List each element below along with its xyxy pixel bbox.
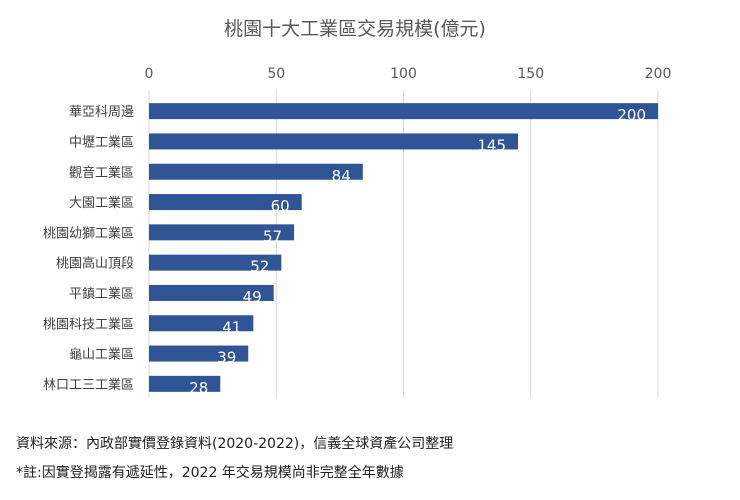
bar (149, 315, 254, 332)
category-label: 桃園幼獅工業區 (43, 225, 134, 241)
x-tick-label: 50 (267, 66, 285, 82)
x-tick-label: 0 (145, 66, 154, 82)
category-label: 桃園科技工業區 (43, 316, 134, 332)
bar (149, 345, 249, 362)
chart-title: 桃園十大工業區交易規模(億元) (224, 18, 486, 40)
data-label: 52 (250, 258, 269, 276)
category-label: 觀音工業區 (69, 165, 134, 181)
category-label: 平鎮工業區 (69, 286, 134, 302)
category-label: 大園工業區 (69, 195, 134, 211)
bar (149, 375, 221, 392)
bar (149, 254, 282, 271)
category-label: 華亞科周邊 (69, 105, 134, 120)
category-label: 林口工三工業區 (43, 377, 134, 393)
bar (149, 163, 363, 180)
bar (149, 133, 519, 150)
data-label: 84 (332, 167, 351, 185)
category-label: 中壢工業區 (69, 134, 134, 150)
data-label: 200 (617, 106, 646, 124)
bar (149, 224, 295, 241)
data-label: 60 (271, 197, 290, 215)
x-tick-label: 200 (645, 66, 672, 82)
bar (149, 284, 274, 301)
data-label: 57 (263, 227, 282, 245)
bar-chart: 0 50 100 150 200 華亞科周邊 200 中壢工業區 145 觀音工業區 84 大園工業區… (43, 66, 672, 398)
data-label: 41 (222, 318, 241, 336)
data-label: 49 (243, 288, 262, 306)
x-tick-label: 100 (390, 66, 417, 82)
data-label: 145 (477, 136, 506, 154)
category-label: 桃園高山頂段 (56, 256, 134, 272)
data-label: 39 (217, 349, 236, 367)
category-label: 龜山工業區 (69, 347, 134, 363)
bar (149, 194, 302, 211)
x-tick-label: 150 (517, 66, 544, 82)
data-label: 28 (189, 379, 208, 397)
source-note: 資料來源：內政部實價登錄資料(2020-2022)，信義全球資產公司整理 (16, 436, 454, 452)
bar (149, 103, 658, 120)
footnote: *註:因實登揭露有遞延性，2022 年交易規模尚非完整全年數據 (16, 465, 404, 481)
